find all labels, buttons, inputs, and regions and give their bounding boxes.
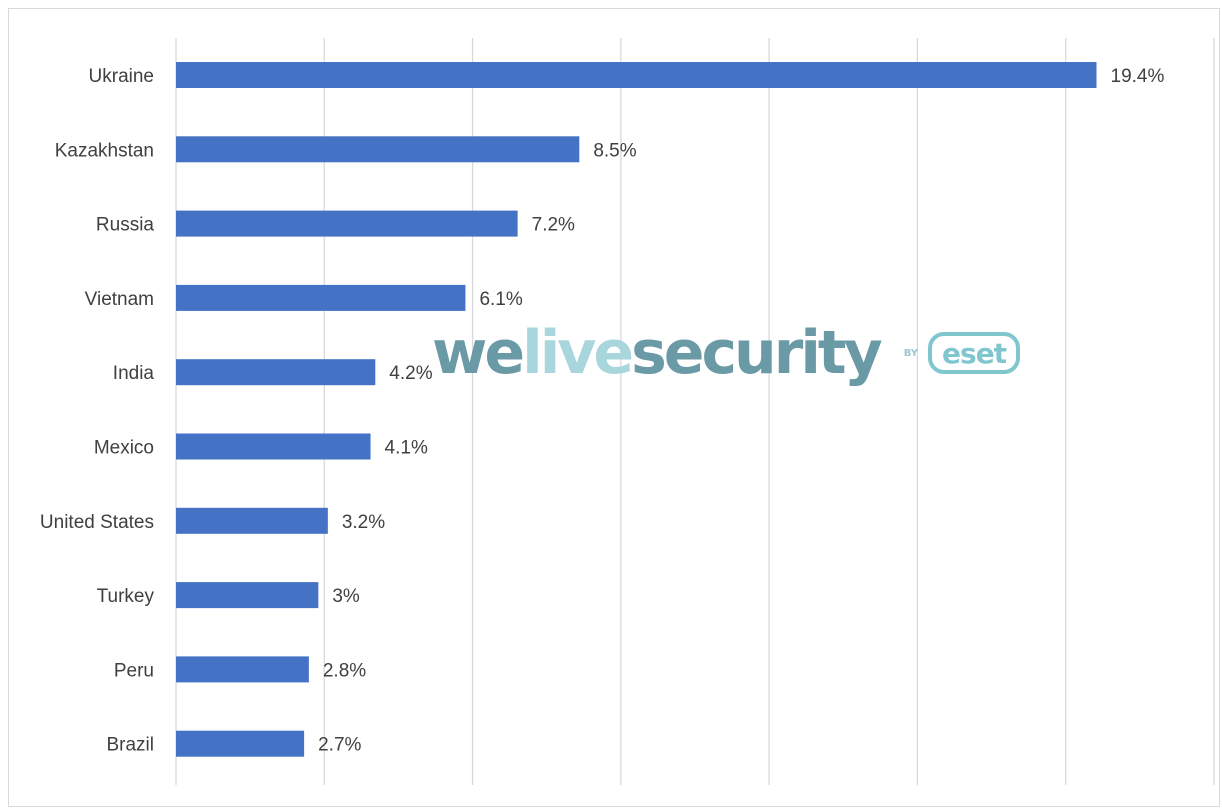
bar-russia — [176, 211, 518, 237]
value-label: 4.1% — [385, 438, 428, 459]
value-label: 6.1% — [479, 289, 522, 310]
category-label: Russia — [96, 215, 155, 236]
bar-kazakhstan — [176, 136, 579, 162]
bar-united-states — [176, 508, 328, 534]
category-label: Mexico — [94, 438, 154, 459]
value-label: 3.2% — [342, 512, 385, 533]
bar-india — [176, 359, 375, 385]
category-label: Turkey — [97, 586, 155, 607]
value-label: 19.4% — [1111, 66, 1165, 87]
bar-turkey — [176, 582, 318, 608]
value-label: 4.2% — [389, 363, 432, 384]
value-label: 2.8% — [323, 660, 366, 681]
category-label: Ukraine — [89, 66, 154, 87]
value-label: 8.5% — [593, 140, 636, 161]
category-label: United States — [40, 512, 154, 533]
bar-vietnam — [176, 285, 465, 311]
category-label: Brazil — [106, 735, 154, 756]
bar-brazil — [176, 731, 304, 757]
category-label: Kazakhstan — [55, 140, 154, 161]
category-label: Vietnam — [85, 289, 154, 310]
value-label: 2.7% — [318, 735, 361, 756]
category-label: India — [113, 363, 155, 384]
category-label: Peru — [114, 660, 154, 681]
value-label: 7.2% — [532, 215, 575, 236]
bar-ukraine — [176, 62, 1097, 88]
bar-peru — [176, 656, 309, 682]
bar-mexico — [176, 434, 371, 460]
value-label: 3% — [332, 586, 360, 607]
